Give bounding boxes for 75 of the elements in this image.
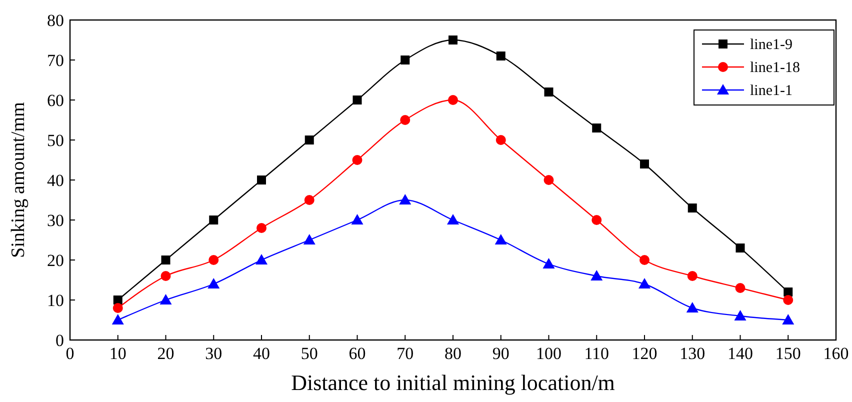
x-tick-label: 80 bbox=[444, 344, 462, 363]
point bbox=[496, 52, 506, 60]
x-axis-title: Distance to initial mining location/m bbox=[291, 370, 615, 395]
x-tick-label: 50 bbox=[300, 344, 318, 363]
x-tick-label: 90 bbox=[492, 344, 510, 363]
legend-label: line1-9 bbox=[750, 37, 792, 53]
legend-label: line1-1 bbox=[750, 83, 792, 99]
point bbox=[640, 160, 649, 168]
point bbox=[160, 271, 171, 281]
point bbox=[592, 124, 602, 132]
y-tick-label: 50 bbox=[47, 131, 64, 150]
y-tick-label: 40 bbox=[47, 171, 64, 190]
point bbox=[113, 296, 122, 304]
point bbox=[496, 135, 506, 145]
point bbox=[160, 294, 172, 304]
point bbox=[352, 155, 362, 165]
point bbox=[640, 255, 650, 265]
y-tick-label: 30 bbox=[47, 211, 64, 230]
point bbox=[351, 214, 364, 224]
x-tick-label: 160 bbox=[823, 344, 849, 363]
y-tick-label: 10 bbox=[47, 291, 64, 310]
x-tick-label: 120 bbox=[632, 344, 658, 363]
point bbox=[303, 234, 316, 244]
x-tick-label: 70 bbox=[396, 344, 414, 363]
point bbox=[688, 204, 697, 212]
point bbox=[400, 115, 410, 125]
y-tick-label: 70 bbox=[47, 51, 64, 70]
point bbox=[448, 95, 458, 105]
point bbox=[784, 288, 793, 296]
point bbox=[352, 96, 362, 104]
x-tick-label: 140 bbox=[728, 344, 753, 363]
x-tick-label: 130 bbox=[680, 344, 706, 363]
point bbox=[782, 314, 794, 324]
point bbox=[734, 310, 746, 320]
point bbox=[257, 176, 266, 184]
point bbox=[161, 256, 170, 264]
y-tick-label: 0 bbox=[56, 331, 64, 350]
point bbox=[208, 278, 220, 288]
point bbox=[209, 216, 218, 224]
x-tick-label: 20 bbox=[157, 344, 174, 363]
point bbox=[208, 255, 219, 265]
point bbox=[304, 136, 314, 144]
point bbox=[544, 175, 554, 185]
point bbox=[736, 244, 745, 252]
point bbox=[735, 283, 746, 293]
point bbox=[256, 254, 268, 264]
point bbox=[304, 195, 314, 205]
point bbox=[590, 270, 603, 280]
point bbox=[783, 295, 794, 305]
point bbox=[686, 302, 698, 312]
x-tick-label: 30 bbox=[205, 344, 222, 363]
point bbox=[494, 234, 507, 244]
legend-label: line1-18 bbox=[750, 60, 800, 76]
y-axis-title: Sinking amount/mm bbox=[8, 102, 29, 258]
x-tick-label: 60 bbox=[348, 344, 366, 363]
point bbox=[112, 303, 123, 313]
y-tick-label: 80 bbox=[47, 11, 64, 30]
point bbox=[447, 214, 459, 224]
point bbox=[399, 194, 412, 204]
point bbox=[638, 278, 650, 288]
point bbox=[544, 88, 554, 96]
x-tick-label: 100 bbox=[536, 344, 562, 363]
x-tick-label: 40 bbox=[253, 344, 270, 363]
point bbox=[256, 223, 266, 233]
point bbox=[448, 36, 458, 44]
x-tick-label: 150 bbox=[775, 344, 801, 363]
point bbox=[400, 56, 410, 64]
y-tick-label: 60 bbox=[47, 91, 64, 110]
x-tick-label: 10 bbox=[109, 344, 126, 363]
x-tick-label: 110 bbox=[584, 344, 610, 363]
point bbox=[687, 271, 698, 281]
point bbox=[592, 215, 602, 225]
y-tick-label: 20 bbox=[47, 251, 64, 270]
point bbox=[112, 314, 124, 324]
point bbox=[542, 258, 555, 268]
